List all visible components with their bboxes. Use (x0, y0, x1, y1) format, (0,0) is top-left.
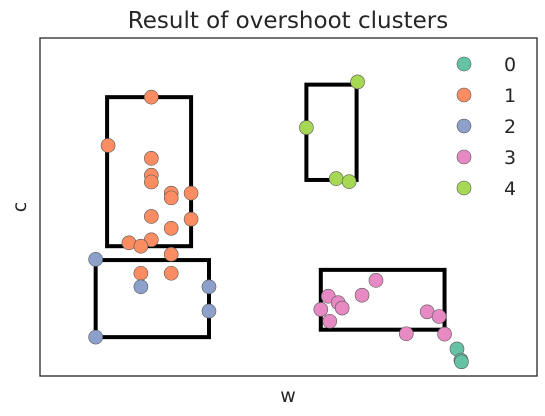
x-axis-label: w (280, 385, 296, 407)
point-cluster-1-6 (183, 185, 199, 201)
point-cluster-4-3 (341, 174, 357, 189)
point-cluster-3-7 (431, 309, 447, 324)
legend-label-1: 1 (504, 85, 516, 107)
point-cluster-1-0 (144, 89, 159, 105)
legend-marker-0 (456, 56, 472, 72)
point-cluster-1-8 (144, 209, 159, 224)
point-cluster-4-0 (350, 74, 365, 90)
point-cluster-2-4 (88, 329, 103, 345)
cluster-box-1 (93, 258, 211, 340)
point-cluster-4-2 (328, 171, 344, 186)
point-cluster-3-0 (368, 273, 384, 288)
plot-area (39, 37, 538, 377)
point-cluster-1-15 (133, 265, 149, 281)
legend-marker-2 (456, 118, 472, 134)
point-cluster-1-10 (163, 220, 179, 236)
legend-marker-1 (456, 87, 472, 103)
point-cluster-4-1 (299, 120, 314, 135)
point-cluster-3-1 (354, 287, 370, 303)
data-points (88, 74, 469, 370)
point-cluster-2-2 (201, 279, 217, 295)
point-cluster-1-4 (144, 174, 159, 190)
point-cluster-2-0 (88, 252, 103, 267)
plot-frame (39, 37, 538, 377)
point-cluster-1-1 (100, 138, 116, 153)
point-cluster-1-9 (183, 211, 199, 227)
chart-title: Result of overshoot clusters (128, 8, 448, 34)
legend-label-2: 2 (504, 116, 516, 138)
point-cluster-1-7 (163, 190, 179, 206)
point-cluster-3-10 (437, 326, 452, 342)
y-axis-label: c (9, 202, 31, 212)
point-cluster-1-14 (163, 247, 179, 262)
point-cluster-1-13 (133, 238, 149, 254)
point-cluster-2-1 (133, 279, 149, 295)
legend: 0 1 2 3 4 (456, 54, 516, 200)
point-cluster-3-9 (398, 326, 414, 342)
legend-label-4: 4 (504, 178, 516, 200)
point-cluster-3-8 (322, 313, 338, 329)
point-cluster-3-5 (313, 302, 329, 317)
point-cluster-1-16 (163, 265, 179, 281)
point-cluster-0-2 (454, 354, 469, 370)
legend-marker-3 (456, 149, 472, 165)
cluster-box-3 (318, 267, 447, 332)
legend-marker-4 (456, 180, 472, 196)
point-cluster-1-2 (144, 151, 159, 166)
point-cluster-3-4 (334, 300, 350, 316)
point-cluster-2-3 (201, 303, 217, 319)
legend-label-0: 0 (504, 54, 516, 76)
legend-label-3: 3 (504, 147, 516, 169)
